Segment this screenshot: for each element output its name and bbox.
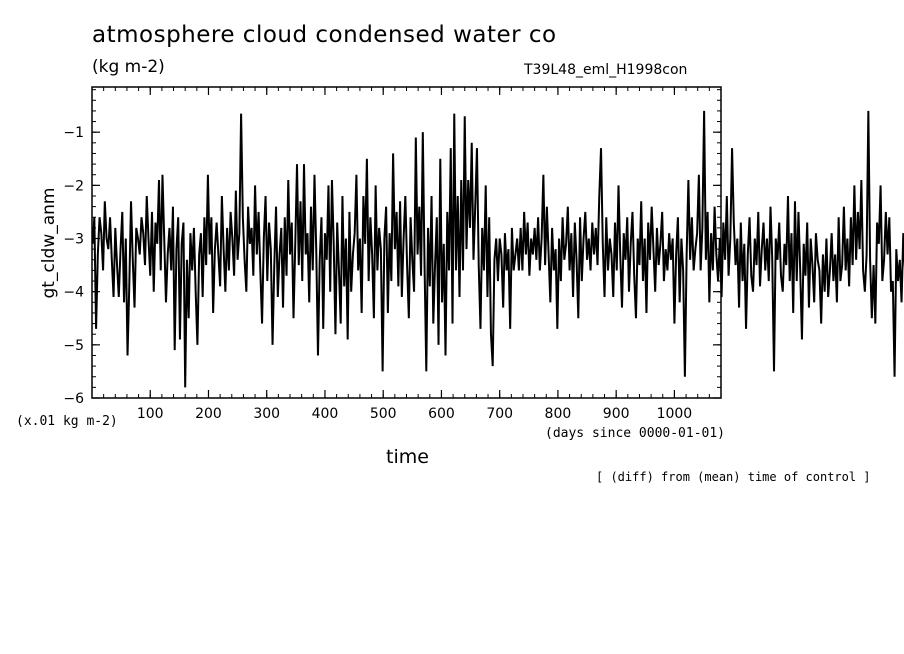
x-tick-label: 300 bbox=[253, 406, 280, 422]
y-tick-label: −3 bbox=[63, 232, 84, 248]
y-tick-label: −2 bbox=[63, 178, 84, 194]
y-axis-unit: (x.01 kg m-2) bbox=[16, 414, 118, 429]
x-tick-label: 700 bbox=[486, 406, 513, 422]
x-tick-label: 500 bbox=[370, 406, 397, 422]
chart-title: atmosphere cloud condensed water co bbox=[92, 22, 557, 48]
chart-subtitle: (kg m-2) bbox=[92, 57, 165, 77]
y-axis: −6 −5 −4 −3 −2 −1 bbox=[63, 89, 721, 407]
series-line-1 bbox=[91, 110, 904, 388]
footnote: [ (diff) from (mean) time of control ] bbox=[596, 470, 871, 484]
x-axis-unit: (days since 0000-01-01) bbox=[545, 426, 726, 441]
x-axis-label: time bbox=[386, 446, 429, 468]
x-tick-label: 400 bbox=[312, 406, 339, 422]
y-tick-label: −5 bbox=[63, 338, 84, 354]
x-tick-label: 200 bbox=[195, 406, 222, 422]
series-group bbox=[91, 110, 904, 388]
x-tick-label: 1000 bbox=[657, 406, 693, 422]
y-tick-label: −1 bbox=[63, 125, 84, 141]
y-tick-label: −6 bbox=[63, 391, 84, 407]
x-axis: 100 200 300 400 500 600 700 800 900 1000 bbox=[103, 87, 710, 422]
y-tick-label: −4 bbox=[63, 285, 84, 301]
x-tick-label: 100 bbox=[137, 406, 164, 422]
x-tick-label: 800 bbox=[545, 406, 572, 422]
x-tick-label: 900 bbox=[603, 406, 630, 422]
run-label: T39L48_eml_H1998con bbox=[524, 62, 688, 78]
x-tick-label: 600 bbox=[428, 406, 455, 422]
